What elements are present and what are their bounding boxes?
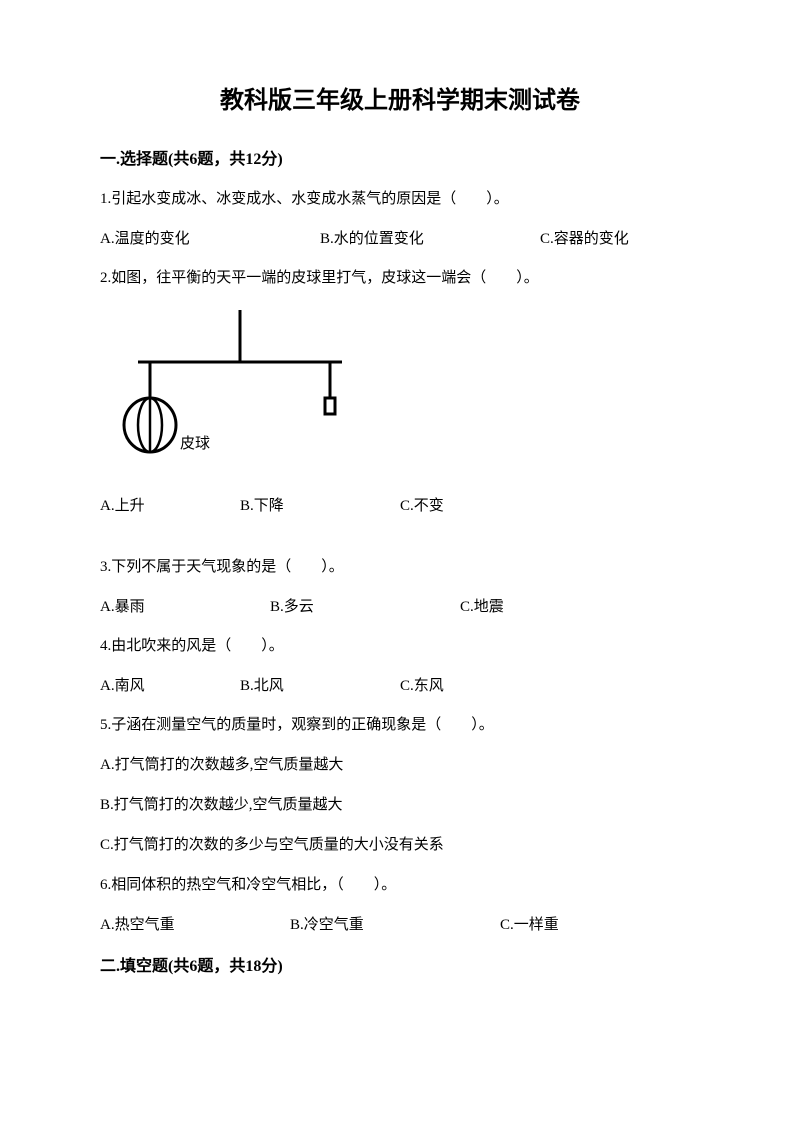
q3-option-c: C.地震 xyxy=(460,595,504,616)
q4-option-a: A.南风 xyxy=(100,674,240,695)
question-1-options: A.温度的变化 B.水的位置变化 C.容器的变化 xyxy=(100,227,700,248)
balance-diagram: 皮球 xyxy=(120,310,680,470)
q1-option-a: A.温度的变化 xyxy=(100,227,320,248)
q5-option-b: B.打气筒打的次数越少,空气质量越大 xyxy=(100,793,700,817)
q1-option-b: B.水的位置变化 xyxy=(320,227,540,248)
question-4-options: A.南风 B.北风 C.东风 xyxy=(100,674,700,695)
diagram-label: 皮球 xyxy=(180,435,210,452)
q5-option-a: A.打气筒打的次数越多,空气质量越大 xyxy=(100,753,700,777)
q3-option-a: A.暴雨 xyxy=(100,595,270,616)
q5-option-c: C.打气筒打的次数的多少与空气质量的大小没有关系 xyxy=(100,833,700,857)
question-1: 1.引起水变成冰、冰变成水、水变成水蒸气的原因是（ ）。 xyxy=(100,187,700,211)
q4-option-b: B.北风 xyxy=(240,674,400,695)
question-2: 2.如图，往平衡的天平一端的皮球里打气，皮球这一端会（ ）。 xyxy=(100,266,700,290)
q4-option-c: C.东风 xyxy=(400,674,560,695)
q2-option-c: C.不变 xyxy=(400,494,560,515)
question-6-options: A.热空气重 B.冷空气重 C.一样重 xyxy=(100,913,700,934)
question-3-options: A.暴雨 B.多云 C.地震 xyxy=(100,595,700,616)
page-title: 教科版三年级上册科学期末测试卷 xyxy=(100,80,700,115)
question-5: 5.子涵在测量空气的质量时，观察到的正确现象是（ ）。 xyxy=(100,713,700,737)
question-6: 6.相同体积的热空气和冷空气相比，（ ）。 xyxy=(100,873,700,897)
q2-option-a: A.上升 xyxy=(100,494,240,515)
q6-option-c: C.一样重 xyxy=(500,913,559,934)
question-2-options: A.上升 B.下降 C.不变 xyxy=(100,494,700,515)
question-4: 4.由北吹来的风是（ ）。 xyxy=(100,634,700,658)
q1-option-c: C.容器的变化 xyxy=(540,227,700,248)
section-2-header: 二.填空题(共6题，共18分) xyxy=(100,952,700,976)
q6-option-b: B.冷空气重 xyxy=(290,913,500,934)
q3-option-b: B.多云 xyxy=(270,595,460,616)
q2-option-b: B.下降 xyxy=(240,494,400,515)
question-3: 3.下列不属于天气现象的是（ ）。 xyxy=(100,555,700,579)
section-1-header: 一.选择题(共6题，共12分) xyxy=(100,145,700,169)
q6-option-a: A.热空气重 xyxy=(100,913,290,934)
